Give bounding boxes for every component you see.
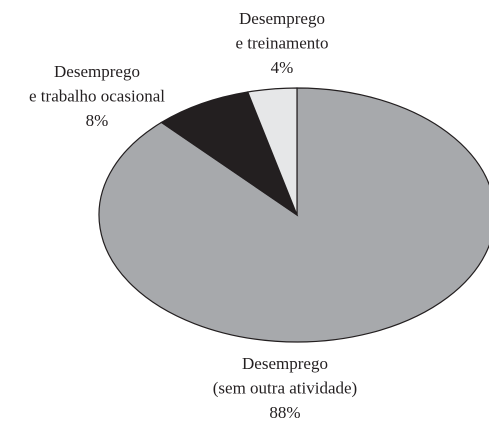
pie-slice bbox=[246, 87, 298, 216]
slice-label: e treinamento bbox=[236, 33, 329, 52]
pie-slice bbox=[98, 87, 489, 343]
slice-label: e trabalho ocasional bbox=[29, 86, 165, 105]
pie-slice bbox=[160, 91, 299, 217]
slice-label: Desemprego bbox=[239, 9, 325, 28]
value-label: 88% bbox=[269, 403, 300, 421]
value-label: 4% bbox=[271, 58, 294, 77]
slice-label: Desemprego bbox=[242, 354, 328, 373]
slice-label: (sem outra atividade) bbox=[213, 378, 357, 397]
value-label: 8% bbox=[86, 111, 109, 130]
slice-label: Desemprego bbox=[54, 62, 140, 81]
